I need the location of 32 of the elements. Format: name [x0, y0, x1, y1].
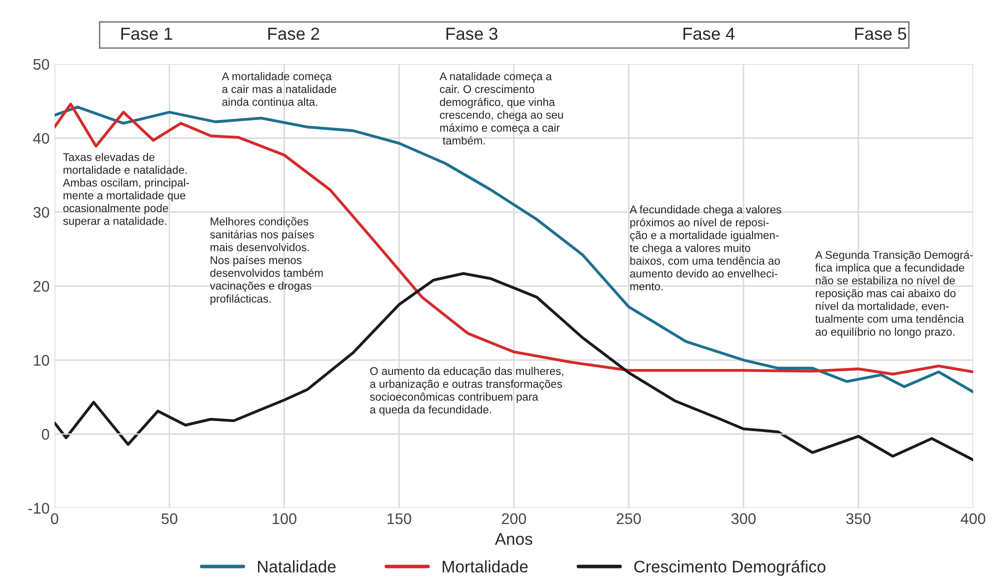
- annotation: Melhores condições sanitárias nos países mais desenvolvidos. Nos países menos desenvolvidos também vacinações e drogas profilácticas.: [210, 217, 323, 305]
- y-tick-label: 40: [33, 132, 50, 144]
- x-tick-label: 200: [502, 513, 526, 524]
- x-tick-label: 250: [616, 513, 641, 524]
- annotation: A fecundidade chega a valores próximos ao nível de reposi- ção e a mortalidade igualmen- te chega a valores muito baixos, com uma tendência ao aumento devido ao envelheci- mento.: [630, 205, 782, 290]
- legend-label: Natalidade: [258, 560, 336, 573]
- x-tick-label: 350: [846, 513, 870, 524]
- x-tick-label: 100: [272, 513, 296, 524]
- text: Fase 4: [683, 28, 735, 40]
- y-tick-label: 30: [33, 206, 50, 218]
- x-tick-label: 400: [960, 513, 986, 524]
- y-tick-label: 20: [34, 280, 50, 292]
- x-tick-label: 300: [731, 513, 756, 524]
- text: Fase 5: [855, 28, 906, 40]
- annotation: A mortalidade começa a cair mas a natalidade ainda continua alta.: [222, 72, 336, 106]
- x-tick-label: 50: [162, 513, 178, 524]
- y-tick-label: 0: [42, 428, 50, 440]
- y-tick-label: -10: [28, 502, 50, 514]
- annotation: Taxas elevadas de mortalidade e natalidade. Ambas oscilam, principal- mente a mortalidade que ocasionalmente pode superar a natalidade.: [62, 152, 189, 228]
- annotation: O aumento da educação das mulheres, a urbanização e outras transformações socioeconômicas contribuem para a queda da fecundidade.: [370, 366, 564, 416]
- legend-label: Crescimento Demográfico: [634, 560, 826, 576]
- annotation: A Segunda Transição Demográ- fica implica que a fecundidade não se estabiliza no nível de reposição mas cai abaixo do nível da mortalidade, even- tualmente com uma tendência ao equilíbrio no longo prazo.: [815, 250, 973, 338]
- annotation: A natalidade começa a cair. O crescimento demográfico, que vinha crescendo, chega ao seu máximo e começa a cair também.: [440, 72, 563, 145]
- x-tick-label: 150: [387, 513, 412, 524]
- legend-label: Mortalidade: [442, 560, 528, 573]
- text: Fase 2: [268, 28, 320, 40]
- x-tick-label: 0: [50, 513, 58, 524]
- x-axis-title: Anos: [494, 533, 532, 545]
- y-tick-label: 50: [33, 58, 50, 70]
- text: Fase 3: [446, 28, 498, 40]
- text: Fase 1: [121, 28, 172, 40]
- y-tick-label: 10: [34, 354, 50, 366]
